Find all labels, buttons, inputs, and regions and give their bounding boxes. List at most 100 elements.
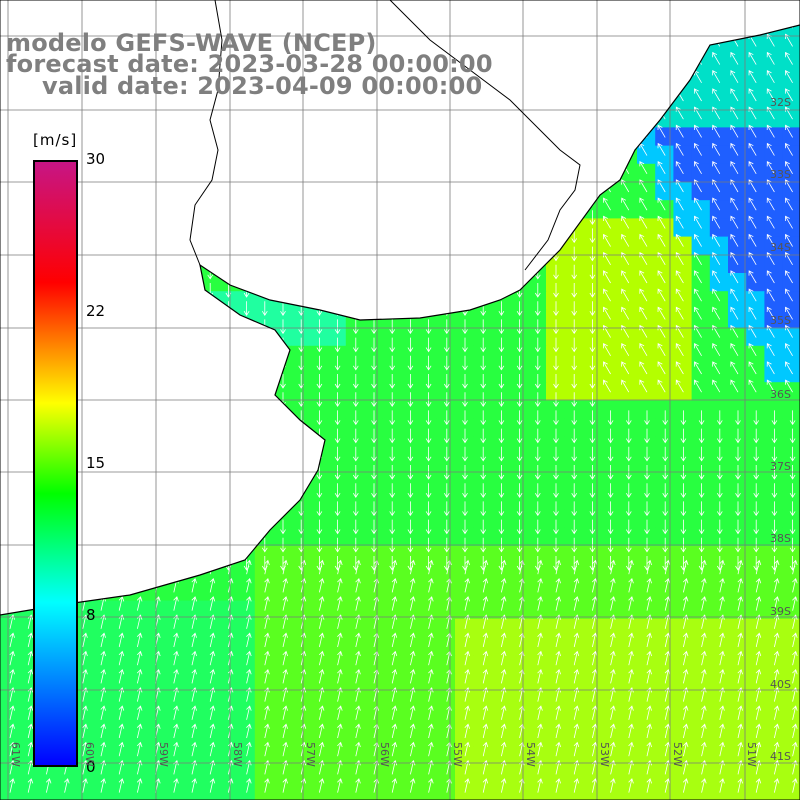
field-cell bbox=[709, 546, 729, 565]
field-cell bbox=[728, 728, 747, 747]
field-cell bbox=[145, 145, 165, 165]
field-cell bbox=[782, 509, 800, 529]
field-cell bbox=[327, 728, 347, 747]
wind-arrow bbox=[664, 632, 671, 648]
wind-arrow bbox=[189, 374, 195, 389]
wind-arrow bbox=[603, 106, 611, 120]
field-cell bbox=[291, 582, 310, 602]
wind-arrow bbox=[664, 559, 671, 575]
wind-arrow bbox=[534, 501, 541, 517]
wind-arrow bbox=[407, 446, 414, 462]
wind-arrow bbox=[116, 301, 123, 316]
wind-arrow bbox=[719, 668, 725, 684]
field-cell bbox=[200, 364, 219, 383]
field-cell bbox=[309, 637, 329, 656]
field-cell bbox=[218, 291, 238, 310]
field-cell bbox=[218, 655, 238, 674]
field-cell bbox=[473, 382, 492, 401]
wind-arrow bbox=[621, 106, 630, 120]
wind-arrow bbox=[785, 233, 793, 247]
wind-arrow bbox=[173, 723, 179, 739]
field-cell bbox=[0, 364, 19, 383]
wind-arrow bbox=[371, 355, 377, 371]
field-cell bbox=[345, 218, 365, 238]
field-cell bbox=[764, 564, 784, 583]
wind-arrow bbox=[571, 483, 578, 498]
wind-arrow bbox=[553, 483, 559, 498]
wind-arrow bbox=[498, 446, 505, 462]
field-cell bbox=[491, 764, 511, 784]
field-cell bbox=[364, 564, 383, 583]
field-cell bbox=[291, 273, 310, 292]
wind-arrow bbox=[261, 119, 268, 134]
field-cell bbox=[236, 709, 256, 729]
field-cell bbox=[746, 400, 765, 420]
field-cell bbox=[273, 254, 292, 274]
field-cell bbox=[491, 582, 511, 602]
field-cell bbox=[491, 254, 511, 274]
wind-arrow bbox=[170, 246, 177, 262]
wind-arrow bbox=[682, 559, 689, 575]
field-cell bbox=[782, 564, 800, 583]
wind-arrow bbox=[170, 301, 177, 316]
wind-arrow bbox=[189, 301, 195, 316]
wind-arrow bbox=[243, 483, 250, 498]
field-cell bbox=[473, 455, 492, 474]
wind-arrow bbox=[537, 650, 543, 666]
wind-arrow bbox=[658, 0, 665, 10]
wind-arrow bbox=[9, 723, 15, 739]
field-cell bbox=[600, 473, 620, 492]
field-cell bbox=[546, 309, 565, 329]
field-cell bbox=[710, 0, 729, 19]
field-cell bbox=[582, 782, 602, 800]
field-cell bbox=[418, 236, 438, 256]
wind-arrow bbox=[644, 483, 650, 498]
wind-arrow bbox=[555, 596, 561, 611]
wind-arrow bbox=[170, 101, 177, 116]
wind-arrow bbox=[748, 142, 757, 156]
field-cell bbox=[418, 436, 438, 456]
field-cell bbox=[637, 0, 656, 19]
field-cell bbox=[618, 655, 638, 674]
field-cell bbox=[582, 582, 602, 602]
field-cell bbox=[527, 509, 547, 529]
field-cell bbox=[673, 455, 693, 474]
wind-arrow bbox=[280, 319, 286, 335]
field-cell bbox=[455, 436, 474, 456]
field-cell bbox=[527, 127, 547, 147]
field-cell bbox=[709, 728, 729, 747]
field-cell bbox=[473, 109, 492, 128]
wind-arrow bbox=[789, 519, 796, 535]
wind-arrow bbox=[694, 324, 702, 338]
wind-arrow bbox=[189, 483, 195, 498]
field-cell bbox=[527, 746, 547, 765]
wind-arrow bbox=[191, 632, 197, 648]
field-cell bbox=[618, 728, 638, 747]
field-cell bbox=[673, 491, 693, 511]
wind-arrow bbox=[261, 374, 268, 389]
field-cell bbox=[455, 382, 474, 401]
wind-arrow bbox=[480, 446, 487, 462]
wind-arrow bbox=[516, 46, 523, 62]
field-cell bbox=[546, 491, 565, 511]
wind-arrow bbox=[498, 483, 505, 498]
wind-arrow bbox=[694, 88, 702, 102]
wind-arrow bbox=[555, 632, 561, 648]
field-cell bbox=[145, 600, 165, 620]
field-cell bbox=[0, 600, 19, 620]
field-cell bbox=[109, 728, 128, 747]
field-cell bbox=[455, 673, 474, 693]
wind-arrow bbox=[789, 501, 796, 517]
field-cell bbox=[364, 109, 383, 128]
field-cell bbox=[145, 309, 165, 329]
wind-arrow bbox=[664, 668, 671, 684]
field-cell bbox=[418, 655, 438, 674]
wind-arrow bbox=[280, 155, 286, 171]
wind-arrow bbox=[573, 577, 580, 593]
field-cell bbox=[327, 764, 347, 784]
wind-arrow bbox=[134, 137, 141, 153]
field-cell bbox=[418, 782, 438, 800]
wind-arrow bbox=[209, 668, 216, 684]
field-cell bbox=[691, 746, 711, 765]
wind-arrow bbox=[170, 264, 177, 280]
